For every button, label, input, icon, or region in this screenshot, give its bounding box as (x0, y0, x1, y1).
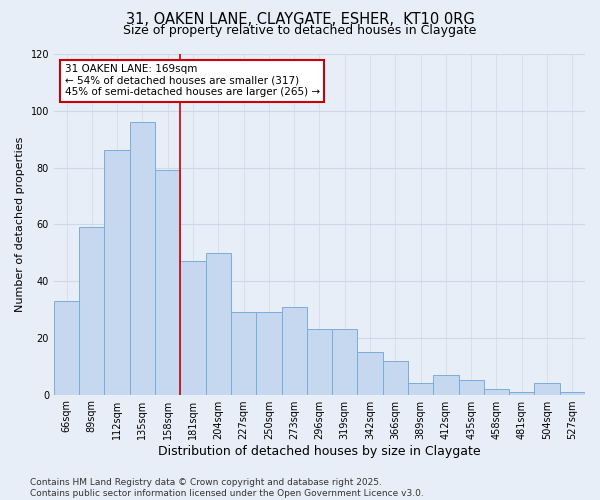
Text: 31 OAKEN LANE: 169sqm
← 54% of detached houses are smaller (317)
45% of semi-det: 31 OAKEN LANE: 169sqm ← 54% of detached … (65, 64, 320, 98)
Bar (433, 374, 458, 394)
Bar (358, 352, 383, 395)
Y-axis label: Number of detached properties: Number of detached properties (15, 136, 25, 312)
Bar (256, 312, 281, 394)
Bar (231, 312, 256, 394)
Bar (560, 392, 585, 394)
Bar (281, 306, 307, 394)
Bar (181, 261, 206, 394)
Text: Size of property relative to detached houses in Claygate: Size of property relative to detached ho… (124, 24, 476, 37)
Bar (408, 383, 433, 394)
X-axis label: Distribution of detached houses by size in Claygate: Distribution of detached houses by size … (158, 444, 481, 458)
Bar (130, 122, 155, 394)
Bar (509, 392, 535, 394)
Bar (79, 227, 104, 394)
Bar (307, 330, 332, 394)
Bar (206, 252, 231, 394)
Bar (155, 170, 181, 394)
Bar (104, 150, 130, 394)
Bar (54, 301, 79, 394)
Bar (458, 380, 484, 394)
Bar (383, 360, 408, 394)
Bar (535, 383, 560, 394)
Bar (332, 330, 358, 394)
Text: Contains HM Land Registry data © Crown copyright and database right 2025.
Contai: Contains HM Land Registry data © Crown c… (30, 478, 424, 498)
Text: 31, OAKEN LANE, CLAYGATE, ESHER,  KT10 0RG: 31, OAKEN LANE, CLAYGATE, ESHER, KT10 0R… (125, 12, 475, 28)
Bar (484, 389, 509, 394)
